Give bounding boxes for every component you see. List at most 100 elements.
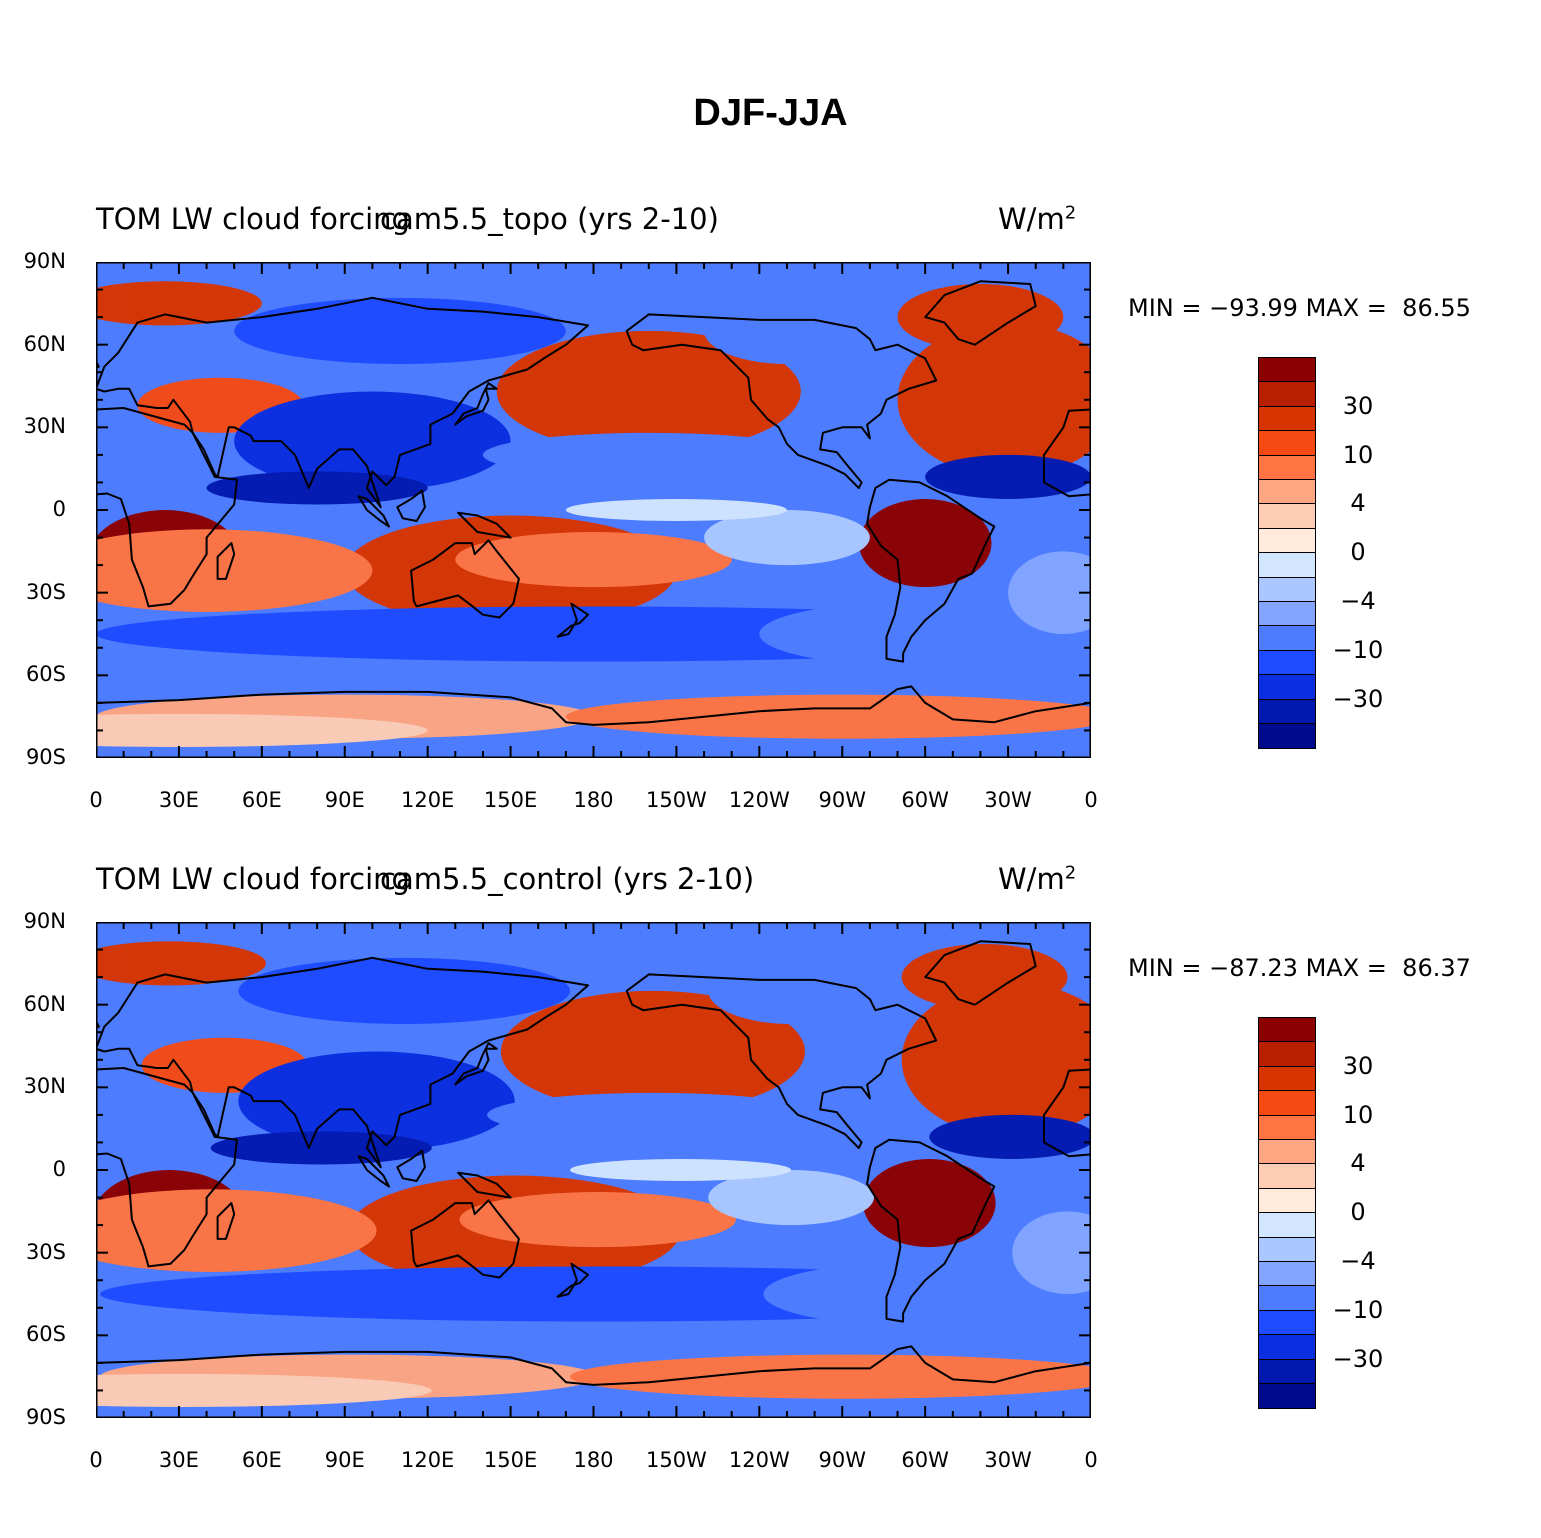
borneo-outline xyxy=(396,1149,426,1182)
field-blob xyxy=(234,391,511,491)
field-blob xyxy=(763,1260,1091,1328)
eurasia-outline xyxy=(96,296,589,509)
colorbar-label: 30 xyxy=(1342,1051,1374,1080)
south-america-outline xyxy=(866,1138,996,1323)
lon-tick-label: 60E xyxy=(241,788,282,812)
colorbar-swatch xyxy=(1258,405,1316,432)
max-label: MAX = xyxy=(1305,294,1387,322)
field-blob xyxy=(96,1373,432,1407)
antarctica-outline xyxy=(96,685,1091,758)
lon-tick-label: 60E xyxy=(241,1448,282,1472)
lat-tick-label: 90S xyxy=(25,745,66,769)
field-blob xyxy=(570,1158,792,1182)
field-blob xyxy=(897,322,1091,477)
units-exponent: 2 xyxy=(1064,862,1077,884)
lat-tick-label: 30S xyxy=(25,1239,66,1264)
field-blob xyxy=(862,1158,996,1248)
colorbar-swatch xyxy=(1258,503,1316,529)
lon-tick-label: 150E xyxy=(483,1448,538,1472)
lon-tick-label: 0 xyxy=(89,1448,103,1472)
tick-marks xyxy=(96,922,1091,1418)
field-blob xyxy=(482,432,815,477)
panel-left-title: TOM LW cloud forcing xyxy=(96,202,410,236)
north-america-outline xyxy=(625,313,938,489)
field-blob xyxy=(96,1189,377,1272)
field-blob xyxy=(96,713,428,747)
africa-outline xyxy=(96,407,238,608)
field-blob xyxy=(929,1114,1091,1159)
greenland-outline xyxy=(924,940,1037,1006)
field-blob xyxy=(487,1092,819,1137)
colorbar xyxy=(1258,357,1316,750)
lat-tick-label: 30N xyxy=(23,414,66,439)
field-blob xyxy=(210,1131,432,1165)
lon-tick-label: 180 xyxy=(573,788,614,812)
colorbar-label: −10 xyxy=(1332,635,1384,664)
panel-left-title: TOM LW cloud forcing xyxy=(96,862,410,896)
units-base: W/m xyxy=(998,862,1065,896)
colorbar-swatch xyxy=(1258,576,1316,602)
africa-outline-wrap xyxy=(1043,1068,1091,1158)
field-blob xyxy=(901,982,1091,1137)
field-blob xyxy=(1012,1211,1091,1294)
colorbar-swatch xyxy=(1258,1041,1316,1067)
colorbar-swatch xyxy=(1258,527,1316,554)
colorbar-swatch xyxy=(1258,1163,1316,1189)
lat-tick-label: 0 xyxy=(52,497,66,521)
lon-tick-label: 150W xyxy=(645,1448,707,1472)
field-blob xyxy=(858,498,992,588)
field-shading xyxy=(96,281,1091,747)
colorbar-label: −4 xyxy=(1340,1247,1376,1275)
min-label: MIN = xyxy=(1128,954,1202,982)
colorbar-swatch xyxy=(1258,698,1316,724)
units-exponent: 2 xyxy=(1064,202,1077,224)
map-panel: TOM LW cloud forcing cam5.5_control (yrs … xyxy=(0,660,1541,1472)
field-blob xyxy=(500,990,805,1113)
lon-tick-label: 30E xyxy=(158,788,199,812)
field-blob xyxy=(565,694,1091,739)
lon-tick-label: 90W xyxy=(818,1448,867,1472)
japan-outline xyxy=(454,1042,498,1086)
new-zealand-outline xyxy=(556,602,589,638)
lat-tick-label: 90N xyxy=(23,249,66,273)
lon-tick-label: 90E xyxy=(324,1448,365,1472)
lon-tick-label: 0 xyxy=(89,788,103,812)
field-blob xyxy=(901,944,1068,1011)
south-america-outline xyxy=(866,478,996,663)
lon-tick-label: 180 xyxy=(573,1448,614,1472)
madagascar-outline xyxy=(216,1202,236,1240)
colorbar-swatch xyxy=(1258,1065,1316,1092)
australia-outline xyxy=(410,539,520,619)
colorbar-label: −30 xyxy=(1332,684,1384,713)
field-blob xyxy=(459,1192,736,1248)
lon-tick-label: 30W xyxy=(984,788,1032,812)
north-america-outline xyxy=(625,973,938,1149)
lon-tick-label: 60W xyxy=(901,1448,949,1472)
lon-tick-label: 120E xyxy=(400,788,455,812)
field-blob xyxy=(570,1354,1091,1399)
lon-tick-label: 120W xyxy=(728,788,790,812)
colorbar-label: 10 xyxy=(1342,440,1374,469)
lon-tick-label: 30E xyxy=(158,1448,199,1472)
map-plot xyxy=(96,922,1091,1418)
min-max-readout: MIN = −93.99 MAX = 86.55 xyxy=(1128,294,1471,322)
colorbar-swatch xyxy=(1258,1358,1316,1384)
colorbar-swatch xyxy=(1258,454,1316,480)
lat-tick-label: 60N xyxy=(23,331,66,356)
colorbar-swatch xyxy=(1258,1212,1316,1238)
colorbar-label: 4 xyxy=(1350,1149,1366,1178)
field-blob xyxy=(704,510,870,566)
field-blob xyxy=(704,297,870,364)
colorbar-swatch xyxy=(1258,1334,1316,1360)
min-label: MIN = xyxy=(1128,294,1202,322)
borneo-outline xyxy=(396,489,426,522)
field-blob xyxy=(96,941,266,986)
new-guinea-outline xyxy=(457,511,512,539)
lat-tick-label: 0 xyxy=(52,1157,66,1181)
lon-tick-label: 150E xyxy=(483,788,538,812)
lat-tick-label: 30S xyxy=(25,579,66,604)
colorbar-swatch xyxy=(1258,1139,1316,1165)
field-blob xyxy=(708,1170,875,1226)
colorbar-swatch xyxy=(1258,1383,1316,1410)
colorbar-swatch xyxy=(1258,1285,1316,1311)
